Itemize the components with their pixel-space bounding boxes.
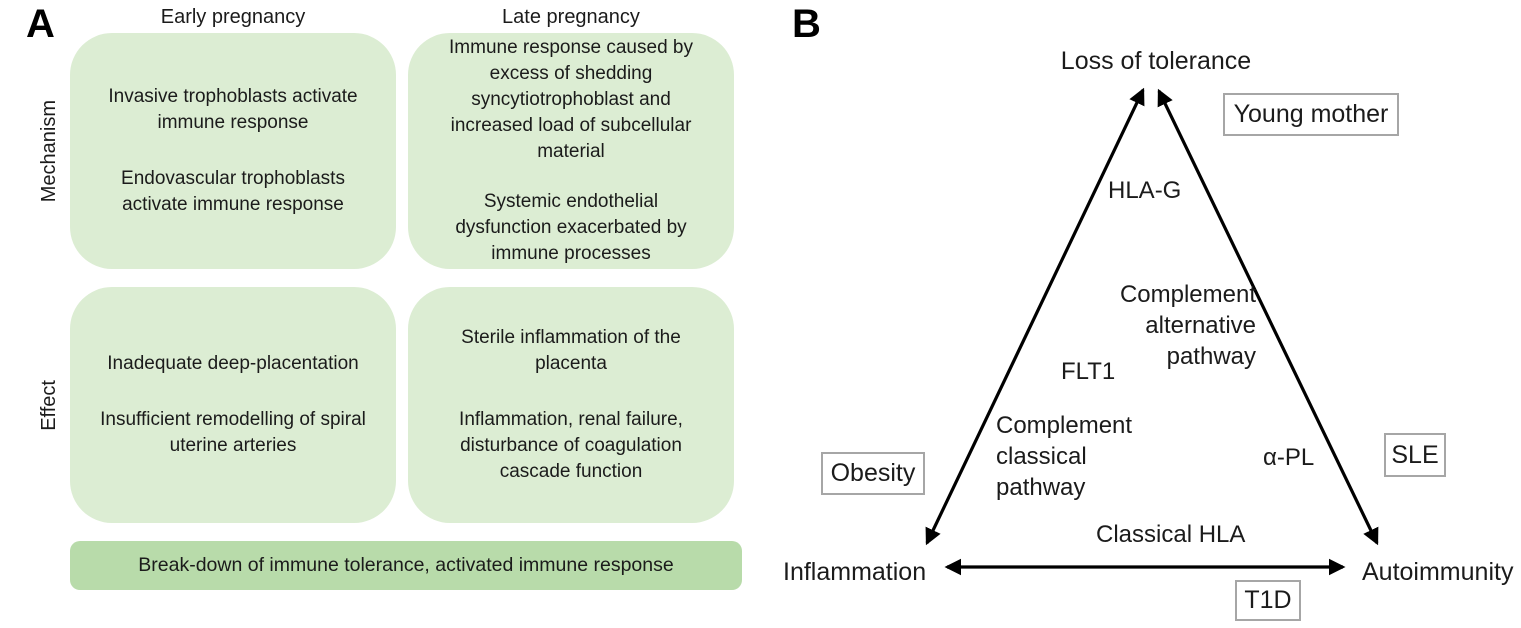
row-label-effect: Effect bbox=[37, 379, 60, 431]
vertex-loss-of-tolerance: Loss of tolerance bbox=[1060, 47, 1252, 75]
panel-a-label: A bbox=[26, 2, 55, 46]
label-alpha-pl: α-PL bbox=[1263, 444, 1315, 471]
cell-paragraph: Invasive trophoblasts activate immune re… bbox=[108, 86, 358, 133]
label-classical-hla: Classical HLA bbox=[1096, 521, 1246, 548]
label-flt1: FLT1 bbox=[1061, 358, 1116, 385]
cell-paragraph: Inflammation, renal failure, disturbance… bbox=[459, 409, 683, 482]
column-header-early-pregnancy: Early pregnancy bbox=[160, 6, 306, 28]
cell-paragraph: Systemic endothelial dysfunction exacerb… bbox=[455, 191, 687, 264]
vertex-inflammation: Inflammation bbox=[783, 558, 927, 586]
cell-paragraph: Inadequate deep-placentation bbox=[107, 353, 359, 374]
cell-paragraph: Sterile inflammation of the placenta bbox=[461, 327, 681, 374]
cell-paragraph: Immune response caused by excess of shed… bbox=[449, 37, 693, 162]
panel-b-label: B bbox=[792, 2, 821, 46]
row-label-mechanism: Mechanism bbox=[37, 99, 60, 203]
vertex-autoimmunity: Autoimmunity bbox=[1362, 558, 1514, 586]
column-header-late-pregnancy: Late pregnancy bbox=[502, 6, 640, 28]
cell-paragraph: Insufficient remodelling of spiral uteri… bbox=[100, 409, 366, 456]
footer-banner: Break-down of immune tolerance, activate… bbox=[70, 541, 742, 590]
label-hla-g: HLA-G bbox=[1108, 177, 1182, 204]
boxed-label-sle: SLE bbox=[1384, 433, 1446, 477]
label-complement-alternative-pathway: Complement alternative pathway bbox=[1119, 281, 1256, 370]
footer-banner-text: Break-down of immune tolerance, activate… bbox=[138, 554, 674, 576]
boxed-label-t1d: T1D bbox=[1235, 580, 1301, 621]
row-label-mechanism-wrap: Mechanism bbox=[34, 33, 64, 269]
cell-mechanism-late: Immune response caused by excess of shed… bbox=[408, 33, 734, 269]
cell-effect-late: Sterile inflammation of the placenta Inf… bbox=[408, 287, 734, 523]
cell-effect-early: Inadequate deep-placentation Insufficien… bbox=[70, 287, 396, 523]
boxed-label-young-mother: Young mother bbox=[1223, 93, 1399, 136]
row-label-effect-wrap: Effect bbox=[34, 287, 64, 523]
boxed-label-obesity: Obesity bbox=[821, 452, 925, 495]
label-complement-classical-pathway: Complement classical pathway bbox=[996, 412, 1133, 501]
cell-mechanism-early: Invasive trophoblasts activate immune re… bbox=[70, 33, 396, 269]
cell-paragraph: Endovascular trophoblasts activate immun… bbox=[121, 168, 345, 215]
